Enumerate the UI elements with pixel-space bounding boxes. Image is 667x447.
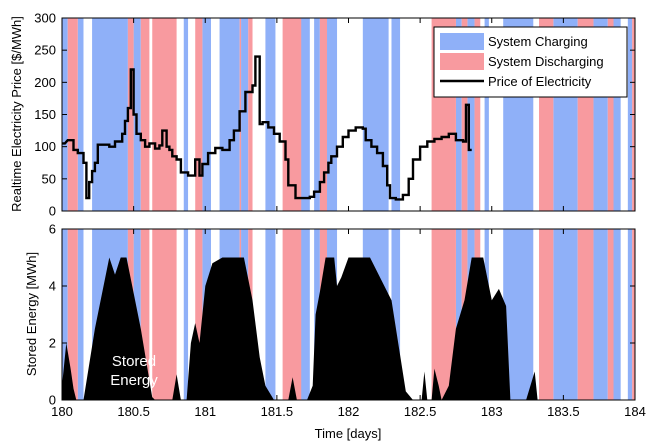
x-tick-label: 183.5 [547, 404, 580, 419]
discharging-band [152, 229, 177, 400]
storage-y-ticks: 0 2 4 6 [49, 222, 635, 408]
discharging-band [282, 18, 302, 211]
y-tick-label: 200 [34, 75, 56, 90]
charging-band [77, 18, 84, 211]
discharging-band [248, 18, 253, 211]
discharging-band [127, 18, 134, 211]
x-tick-label: 183 [481, 404, 503, 419]
legend-label-discharging: System Discharging [488, 54, 604, 69]
charging-band [327, 18, 338, 211]
charging-band [241, 18, 249, 211]
charging-band [484, 18, 489, 211]
y-tick-label: 50 [42, 171, 56, 186]
charging-band [467, 18, 475, 211]
y-tick-label: 150 [34, 107, 56, 122]
price-line [62, 55, 472, 201]
charging-band [314, 18, 320, 211]
charging-band [219, 18, 240, 211]
discharging-band [632, 229, 635, 400]
x-tick-label: 182.5 [404, 404, 437, 419]
discharging-band [282, 229, 302, 400]
y-tick-label: 300 [34, 11, 56, 26]
y-tick-label: 250 [34, 43, 56, 58]
charging-band [265, 229, 276, 400]
x-tick-label: 180.5 [117, 404, 150, 419]
charging-band [627, 18, 633, 211]
x-tick-label: 184 [624, 404, 646, 419]
legend-swatch-charging [440, 33, 484, 50]
charging-band [183, 18, 189, 211]
charging-band [62, 229, 68, 400]
y-tick-label: 0 [49, 204, 56, 219]
x-tick-label: 181 [194, 404, 216, 419]
discharging-band [607, 229, 614, 400]
charging-band [553, 229, 578, 400]
legend: System Charging System Discharging Price… [433, 26, 628, 98]
charging-band [391, 18, 401, 211]
y-tick-label: 100 [34, 139, 56, 154]
y-tick-label: 2 [49, 336, 56, 351]
legend-label-price: Price of Electricity [488, 74, 592, 89]
charging-band [455, 229, 462, 400]
discharging-band [195, 229, 203, 400]
charging-band [202, 18, 211, 211]
x-axis-label: Time [days] [315, 426, 382, 441]
price-panel: 0 50 100 150 200 250 300 Realtime Electricity … [9, 11, 636, 219]
price-y-ticks: 0 50 100 150 200 250 300 [34, 11, 635, 219]
discharging-band [539, 229, 554, 400]
x-tick-label: 180 [51, 404, 73, 419]
discharging-band [195, 18, 203, 211]
charging-band [362, 18, 389, 211]
stored-energy-annotation-line1: Stored [112, 353, 156, 370]
charging-band [265, 18, 276, 211]
x-tick-label: 182 [338, 404, 360, 419]
charging-band [455, 18, 462, 211]
charging-band [92, 18, 128, 211]
discharging-band [152, 18, 177, 211]
discharging-band [577, 229, 594, 400]
discharging-band [140, 18, 150, 211]
legend-label-charging: System Charging [488, 34, 588, 49]
charging-band [613, 18, 621, 211]
discharging-band [474, 18, 481, 211]
storage-ylabel: Stored Energy [MWh] [24, 252, 39, 376]
discharging-band [140, 229, 150, 400]
price-x-ticks [61, 18, 636, 211]
charging-band [391, 229, 401, 400]
y-tick-label: 6 [49, 222, 56, 237]
discharging-band [461, 18, 468, 211]
y-tick-label: 0 [49, 393, 56, 408]
discharging-band [67, 229, 78, 400]
charging-band [613, 229, 621, 400]
stored-energy-area [62, 257, 635, 400]
charging-band [77, 229, 84, 400]
y-tick-label: 4 [49, 279, 56, 294]
legend-swatch-discharging [440, 53, 484, 70]
discharging-band [607, 18, 614, 211]
charging-band [593, 229, 608, 400]
storage-x-ticks: 180 180.5 181 181.5 182 182.5 183 183.5 184 [51, 229, 646, 419]
charging-band [183, 229, 189, 400]
stored-energy-annotation-line2: Energy [110, 372, 158, 389]
discharging-band [319, 18, 328, 211]
price-ylabel: Realtime Electricity Price [$/MWh] [9, 16, 24, 212]
storage-panel: 0 2 4 6 180 180.5 181 181.5 182 182.5 183 183.5 184… [24, 222, 646, 442]
discharging-band [67, 18, 78, 211]
charging-band [627, 229, 633, 400]
x-tick-label: 181.5 [261, 404, 294, 419]
